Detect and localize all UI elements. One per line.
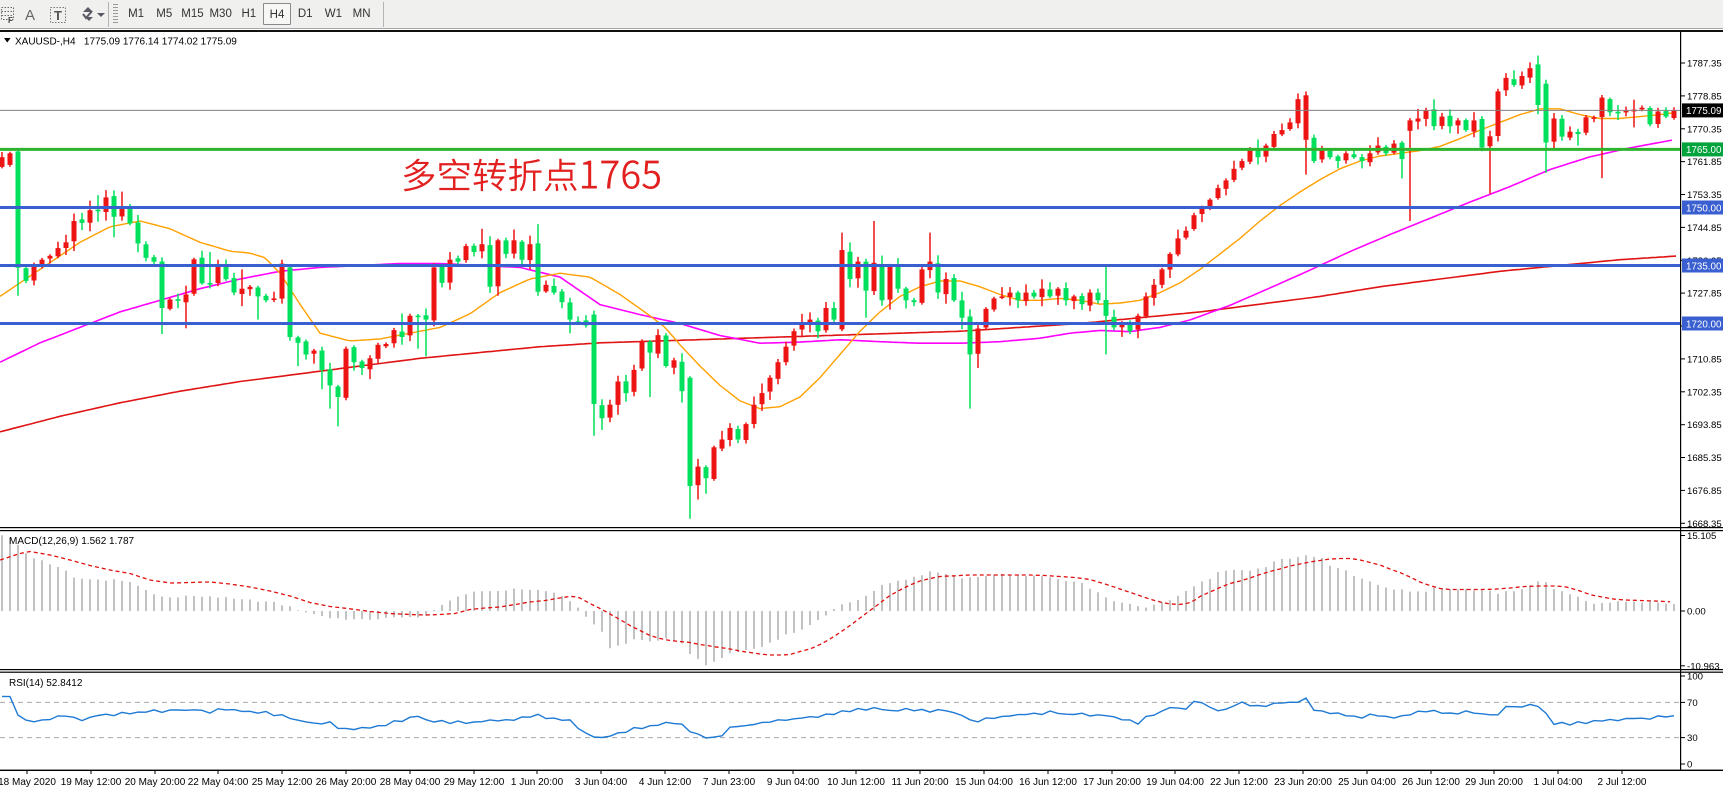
svg-text:1702.35: 1702.35 — [1687, 387, 1722, 398]
svg-text:MACD(12,26,9) 1.562 1.787: MACD(12,26,9) 1.562 1.787 — [9, 536, 135, 547]
svg-text:19 May 12:00: 19 May 12:00 — [61, 777, 122, 788]
svg-text:29 May 12:00: 29 May 12:00 — [444, 777, 505, 788]
svg-text:10 Jun 12:00: 10 Jun 12:00 — [827, 777, 885, 788]
svg-text:RSI(14) 52.8412: RSI(14) 52.8412 — [9, 678, 83, 689]
svg-text:-10.963: -10.963 — [1687, 661, 1720, 672]
svg-text:1778.85: 1778.85 — [1687, 91, 1722, 102]
svg-text:1787.35: 1787.35 — [1687, 59, 1722, 70]
svg-text:15.105: 15.105 — [1687, 531, 1716, 542]
svg-text:26 May 20:00: 26 May 20:00 — [316, 777, 377, 788]
svg-text:XAUUSD-,H4 1775.09 1776.14 1: XAUUSD-,H4 1775.09 1776.14 1774.02 1775.… — [15, 37, 237, 48]
svg-text:18 May 2020: 18 May 2020 — [0, 777, 56, 788]
svg-text:22 Jun 12:00: 22 Jun 12:00 — [1210, 777, 1268, 788]
svg-text:1761.85: 1761.85 — [1687, 157, 1722, 168]
svg-text:30: 30 — [1687, 733, 1698, 744]
svg-text:25 May 12:00: 25 May 12:00 — [252, 777, 313, 788]
svg-text:1765.00: 1765.00 — [1686, 145, 1722, 156]
svg-text:1676.85: 1676.85 — [1687, 486, 1722, 497]
svg-text:F: F — [8, 16, 13, 25]
svg-text:2 Jul 12:00: 2 Jul 12:00 — [1598, 777, 1647, 788]
svg-text:17 Jun 20:00: 17 Jun 20:00 — [1083, 777, 1141, 788]
svg-text:25 Jun 04:00: 25 Jun 04:00 — [1338, 777, 1396, 788]
svg-text:1750.00: 1750.00 — [1686, 203, 1722, 214]
svg-text:1753.35: 1753.35 — [1687, 190, 1722, 201]
svg-text:15 Jun 04:00: 15 Jun 04:00 — [955, 777, 1013, 788]
svg-text:1693.85: 1693.85 — [1687, 420, 1722, 431]
svg-text:19 Jun 04:00: 19 Jun 04:00 — [1146, 777, 1204, 788]
svg-text:100: 100 — [1687, 672, 1703, 683]
svg-text:A: A — [25, 7, 35, 24]
svg-text:1770.35: 1770.35 — [1687, 124, 1722, 135]
svg-text:1744.85: 1744.85 — [1687, 223, 1722, 234]
svg-text:23 Jun 20:00: 23 Jun 20:00 — [1274, 777, 1332, 788]
svg-text:22 May 04:00: 22 May 04:00 — [188, 777, 249, 788]
svg-text:1668.35: 1668.35 — [1687, 519, 1722, 530]
svg-text:4 Jun 12:00: 4 Jun 12:00 — [639, 777, 692, 788]
svg-text:11 Jun 20:00: 11 Jun 20:00 — [891, 777, 949, 788]
svg-text:20 May 20:00: 20 May 20:00 — [125, 777, 186, 788]
svg-text:3 Jun 04:00: 3 Jun 04:00 — [575, 777, 628, 788]
svg-text:0: 0 — [1687, 760, 1692, 771]
svg-text:16 Jun 12:00: 16 Jun 12:00 — [1019, 777, 1077, 788]
svg-text:29 Jun 20:00: 29 Jun 20:00 — [1465, 777, 1523, 788]
svg-text:26 Jun 12:00: 26 Jun 12:00 — [1402, 777, 1460, 788]
svg-text:1710.85: 1710.85 — [1687, 354, 1722, 365]
svg-text:T: T — [54, 8, 62, 23]
svg-text:1735.00: 1735.00 — [1686, 261, 1722, 272]
svg-text:1775.09: 1775.09 — [1686, 106, 1721, 117]
svg-text:1727.85: 1727.85 — [1687, 289, 1722, 300]
svg-text:28 May 04:00: 28 May 04:00 — [380, 777, 441, 788]
svg-text:70: 70 — [1687, 698, 1698, 709]
svg-text:0.00: 0.00 — [1687, 607, 1706, 618]
svg-text:1 Jul 04:00: 1 Jul 04:00 — [1534, 777, 1583, 788]
svg-text:9 Jun 04:00: 9 Jun 04:00 — [767, 777, 820, 788]
svg-text:1685.35: 1685.35 — [1687, 453, 1722, 464]
svg-text:1 Jun 20:00: 1 Jun 20:00 — [511, 777, 564, 788]
svg-text:1720.00: 1720.00 — [1686, 319, 1722, 330]
svg-text:7 Jun 23:00: 7 Jun 23:00 — [703, 777, 756, 788]
